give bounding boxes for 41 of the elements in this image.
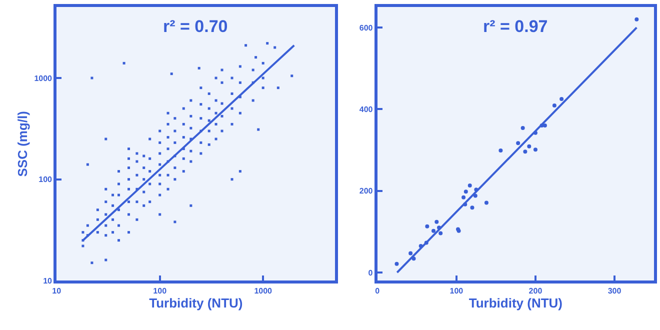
point	[473, 194, 478, 198]
annotation: r² = 0.70	[163, 17, 228, 36]
x-axis-title: Turbidity (NTU)	[149, 295, 243, 310]
point	[533, 148, 538, 152]
point	[498, 148, 503, 152]
point	[394, 262, 399, 266]
point	[527, 144, 532, 148]
point	[484, 200, 488, 205]
point	[464, 190, 468, 194]
y-axis-title: SSC (mg/l)	[15, 111, 30, 177]
x-axis-title: Turbidity (NTU)	[468, 295, 563, 310]
point	[552, 104, 556, 108]
point	[425, 224, 430, 228]
y-tick-label: 400	[359, 105, 374, 114]
point	[516, 141, 520, 146]
point	[468, 184, 472, 188]
annotation: r² = 0.97	[483, 17, 548, 36]
point	[470, 206, 474, 210]
x-tick-label: 300	[608, 286, 622, 296]
x-tick-label: 200	[528, 286, 543, 296]
point	[431, 228, 436, 233]
y-tick-label: 0	[368, 268, 374, 278]
x-tick-label: 1000	[254, 286, 273, 296]
x-tick-label: 0	[375, 286, 380, 296]
point	[438, 231, 443, 236]
x-tick-label: 10	[52, 286, 62, 296]
point	[520, 126, 525, 130]
y-tick-label: 1000	[34, 74, 53, 83]
point	[523, 150, 528, 154]
point	[462, 195, 466, 200]
y-tick-label: 100	[38, 175, 53, 184]
point	[434, 220, 439, 224]
point	[560, 97, 564, 102]
y-tick-label: 200	[359, 186, 374, 196]
point	[634, 17, 639, 22]
y-tick-label: 10	[43, 276, 53, 286]
x-tick-label: 100	[153, 286, 168, 296]
y-tick-label: 600	[359, 23, 374, 32]
point	[542, 124, 547, 128]
point	[408, 251, 413, 256]
x-tick-label: 100	[450, 286, 464, 296]
